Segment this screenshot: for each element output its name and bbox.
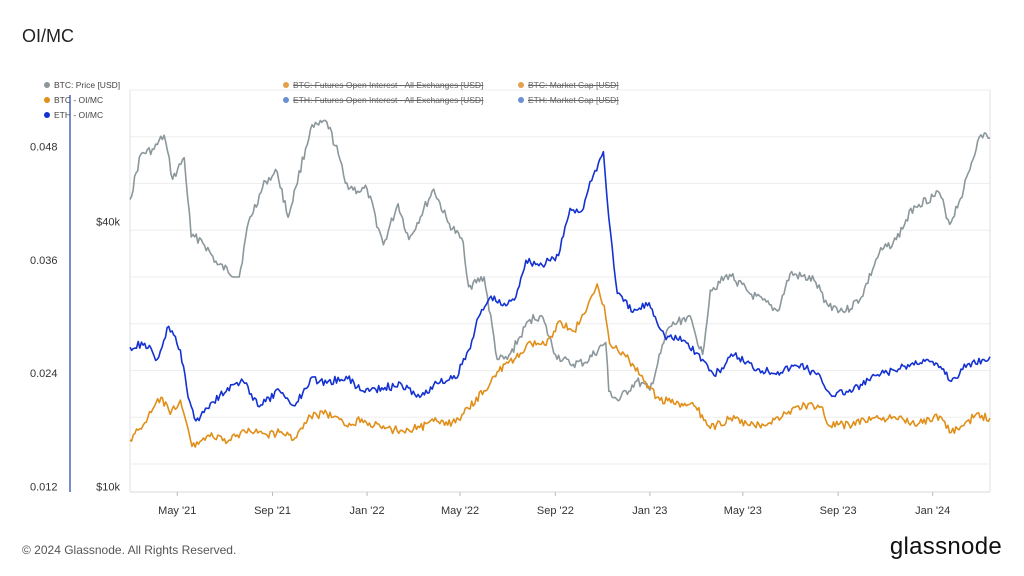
legend-label: BTC - OI/MC — [54, 95, 104, 105]
x-tick-label: May '22 — [441, 505, 479, 517]
series-line-btc-price — [129, 119, 990, 402]
copyright-footer: © 2024 Glassnode. All Rights Reserved. — [22, 543, 237, 557]
legend-label: ETH: Market Cap [USD] — [528, 95, 619, 105]
chart-title: OI/MC — [22, 26, 74, 46]
y-tick-label-left: 0.036 — [30, 255, 58, 267]
series-line-btc-oi-mc — [129, 283, 991, 448]
legend-swatch — [283, 97, 289, 103]
legend-label: BTC: Price [USD] — [54, 80, 121, 90]
x-tick-label: Sep '23 — [820, 505, 857, 517]
legend-label: ETH: Futures Open Interest - All Exchang… — [293, 95, 484, 105]
x-tick-label: Jan '24 — [915, 505, 950, 517]
x-tick-label: Sep '21 — [254, 505, 291, 517]
y-tick-label-left: 0.012 — [30, 482, 58, 494]
legend-item[interactable]: ETH - OI/MC — [44, 110, 103, 120]
legend-label: BTC: Market Cap [USD] — [528, 80, 619, 90]
y-tick-label-left: 0.024 — [30, 368, 58, 380]
y-tick-label-right: $40k — [96, 217, 120, 229]
y-tick-label-left: 0.048 — [30, 142, 58, 154]
legend-item[interactable]: BTC: Futures Open Interest - All Exchang… — [283, 80, 483, 90]
x-tick-label: Sep '22 — [537, 505, 574, 517]
legend-swatch — [44, 97, 50, 103]
y-tick-label-right: $10k — [96, 482, 120, 494]
legend-swatch — [518, 97, 524, 103]
x-tick-label: May '21 — [158, 505, 196, 517]
legend-swatch — [283, 82, 289, 88]
legend-item[interactable]: BTC - OI/MC — [44, 95, 103, 105]
legend-swatch — [518, 82, 524, 88]
x-tick-label: Jan '23 — [632, 505, 667, 517]
series-line-eth-oi-mc — [129, 150, 991, 422]
legend-item[interactable]: BTC: Market Cap [USD] — [518, 80, 619, 90]
x-tick-label: Jan '22 — [350, 505, 385, 517]
glassnode-logo: glassnode — [889, 533, 1002, 560]
legend-item[interactable]: ETH: Futures Open Interest - All Exchang… — [283, 95, 483, 105]
legend-item[interactable]: BTC: Price [USD] — [44, 80, 120, 90]
legend-swatch — [44, 82, 50, 88]
legend-label: ETH - OI/MC — [54, 110, 104, 120]
legend-item[interactable]: ETH: Market Cap [USD] — [518, 95, 619, 105]
legend-label: BTC: Futures Open Interest - All Exchang… — [293, 80, 484, 90]
legend-swatch — [44, 112, 50, 118]
x-tick-label: May '23 — [724, 505, 762, 517]
